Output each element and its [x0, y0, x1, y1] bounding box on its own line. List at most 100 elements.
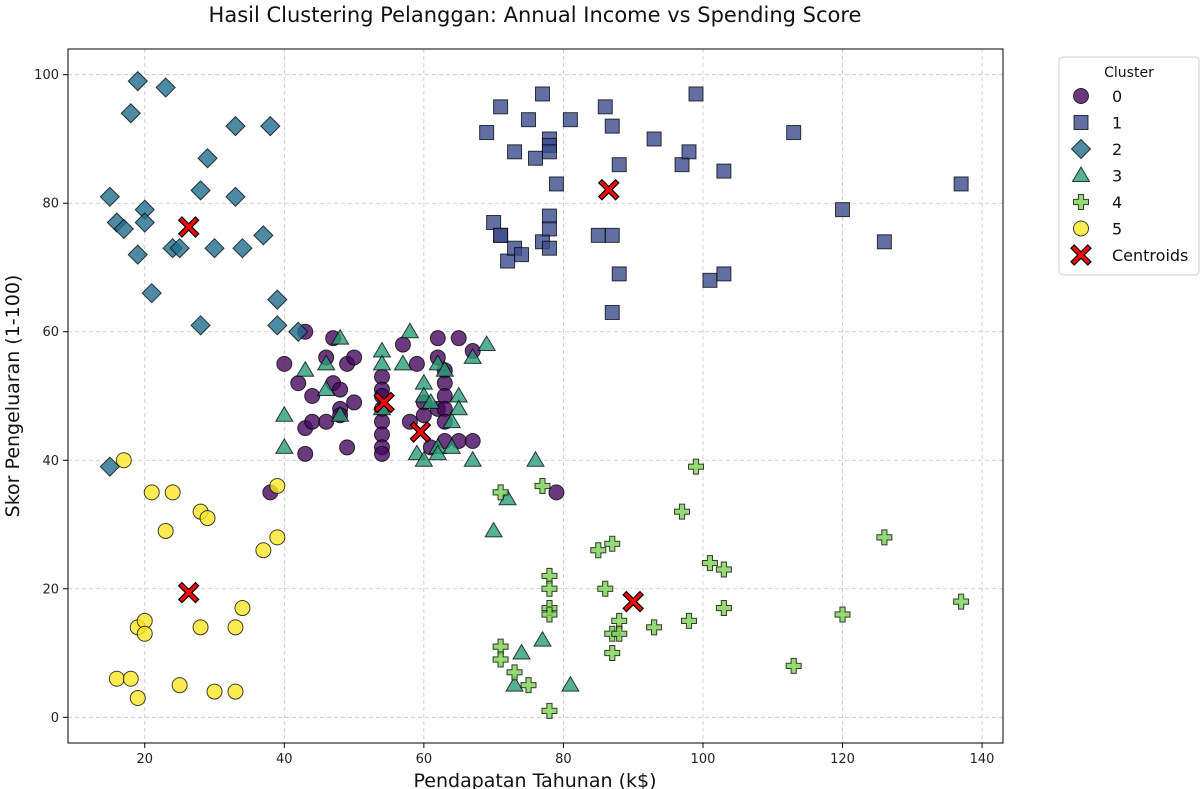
chart-title: Hasil Clustering Pelanggan: Annual Incom… — [209, 3, 862, 27]
data-point-cluster-4 — [834, 606, 851, 623]
grid-layer — [68, 49, 1003, 743]
legend-label-3: 3 — [1112, 167, 1122, 186]
data-point-cluster-4 — [785, 657, 802, 674]
data-point-cluster-0 — [408, 355, 425, 372]
data-point-cluster-2 — [120, 103, 142, 124]
y-tick-label: 0 — [51, 711, 59, 726]
data-point-cluster-4 — [701, 555, 718, 572]
legend-entries: 0 1 2 3 4 5 Centroids — [1070, 87, 1188, 266]
x-axis-title: Pendapatan Tahunan (k$) — [414, 770, 657, 789]
data-point-cluster-5 — [143, 484, 160, 501]
data-point-cluster-0 — [332, 381, 349, 398]
data-point-cluster-2 — [267, 289, 288, 310]
data-point-cluster-3 — [435, 360, 455, 377]
legend-marker-4 — [1073, 194, 1089, 210]
x-tick-label: 100 — [691, 752, 716, 767]
data-point-cluster-1 — [528, 150, 543, 166]
data-point-cluster-4 — [534, 477, 551, 494]
data-point-cluster-3 — [274, 437, 294, 454]
x-tick-label: 20 — [136, 752, 153, 767]
y-tick-label: 80 — [42, 197, 59, 212]
data-point-cluster-3 — [442, 412, 462, 429]
data-point-cluster-1 — [590, 227, 606, 243]
data-point-cluster-2 — [141, 282, 162, 304]
y-tick-label: 60 — [42, 325, 59, 340]
centroids-layer — [177, 178, 645, 613]
data-point-cluster-3 — [421, 392, 441, 409]
data-point-cluster-2 — [169, 237, 190, 259]
data-point-cluster-5 — [227, 683, 244, 700]
data-point-cluster-3 — [330, 405, 350, 422]
data-point-cluster-5 — [136, 625, 153, 642]
data-point-cluster-4 — [681, 612, 698, 629]
data-point-cluster-2 — [288, 321, 309, 342]
data-point-cluster-5 — [269, 477, 286, 494]
data-point-cluster-5 — [206, 683, 223, 700]
data-point-cluster-1 — [716, 163, 732, 179]
data-point-cluster-0 — [276, 355, 293, 372]
data-point-cluster-4 — [506, 664, 523, 681]
data-point-cluster-5 — [122, 670, 139, 687]
data-point-cluster-3 — [449, 399, 469, 416]
legend-marker-0 — [1073, 88, 1089, 104]
data-point-cluster-1 — [562, 112, 578, 128]
data-point-cluster-1 — [541, 240, 557, 256]
legend-label-2: 2 — [1112, 140, 1122, 159]
data-point-cluster-2 — [127, 244, 148, 265]
legend-label-1: 1 — [1112, 114, 1122, 133]
legend-label-5: 5 — [1112, 220, 1122, 239]
data-point-cluster-1 — [674, 157, 690, 173]
ticks-layer: 20 40 60 80 100 120 140 0 20 40 60 80 100 — [34, 68, 994, 767]
data-point-cluster-3 — [477, 335, 497, 352]
centroid-marker — [597, 178, 620, 201]
data-point-cluster-5 — [157, 522, 174, 539]
data-point-cluster-4 — [492, 484, 509, 501]
data-point-cluster-3 — [442, 437, 462, 454]
data-point-cluster-3 — [463, 450, 483, 467]
legend-marker-5 — [1073, 220, 1089, 237]
data-point-cluster-4 — [597, 580, 614, 597]
y-axis-title: Skor Pengeluaran (1-100) — [2, 275, 24, 518]
legend-marker-centroids — [1070, 244, 1092, 266]
centroid-marker — [177, 581, 200, 604]
data-point-cluster-1 — [486, 215, 502, 230]
data-point-cluster-1 — [534, 86, 550, 102]
data-point-cluster-1 — [786, 125, 802, 141]
data-point-cluster-3 — [512, 643, 531, 660]
data-point-cluster-1 — [521, 112, 537, 128]
data-point-cluster-3 — [316, 354, 336, 371]
data-point-cluster-5 — [227, 619, 244, 636]
data-point-cluster-1 — [500, 253, 516, 269]
data-point-cluster-1 — [479, 125, 495, 141]
data-point-cluster-4 — [590, 542, 607, 559]
data-point-cluster-0 — [415, 407, 432, 424]
data-point-cluster-5 — [269, 529, 286, 546]
data-point-cluster-1 — [688, 86, 704, 102]
data-point-cluster-0 — [346, 349, 363, 366]
data-point-cluster-1 — [716, 266, 732, 282]
data-point-cluster-4 — [604, 535, 621, 552]
data-point-cluster-3 — [400, 322, 420, 339]
legend-label-4: 4 — [1112, 193, 1122, 212]
data-point-cluster-3 — [330, 328, 350, 345]
points-layer — [99, 70, 970, 719]
y-tick-label: 100 — [34, 68, 59, 83]
data-point-cluster-0 — [394, 336, 411, 353]
data-point-cluster-2 — [225, 115, 246, 137]
data-point-cluster-2 — [113, 218, 135, 240]
data-point-cluster-3 — [526, 450, 545, 467]
data-point-cluster-4 — [646, 619, 663, 636]
data-point-cluster-5 — [255, 542, 272, 559]
data-point-cluster-2 — [267, 315, 288, 336]
data-point-cluster-3 — [505, 675, 524, 692]
data-point-cluster-0 — [297, 445, 314, 462]
data-point-cluster-5 — [234, 600, 251, 617]
data-point-cluster-0 — [304, 413, 321, 430]
x-tick-label: 40 — [276, 752, 293, 767]
data-point-cluster-5 — [115, 452, 132, 469]
data-point-cluster-2 — [155, 77, 176, 98]
y-tick-label: 20 — [42, 582, 59, 597]
x-tick-label: 120 — [830, 752, 855, 767]
data-point-cluster-1 — [507, 144, 523, 160]
